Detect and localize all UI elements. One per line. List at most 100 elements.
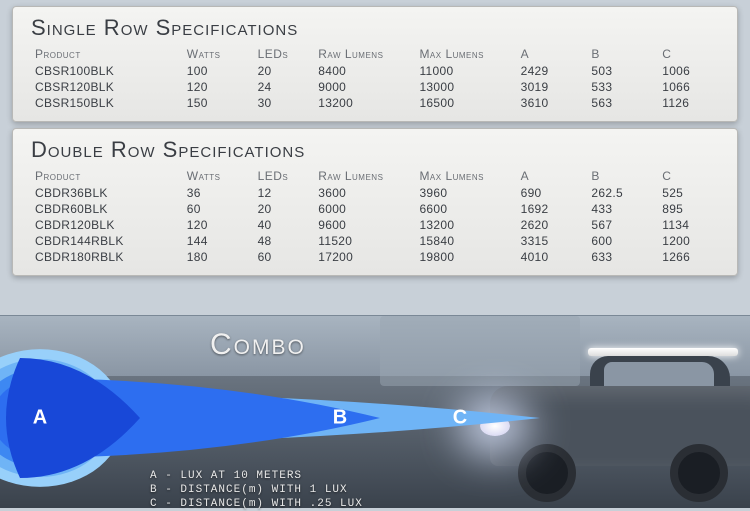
double-row-cell: 690 — [517, 185, 588, 201]
double-row-cell: 3600 — [314, 185, 415, 201]
single-row-cell: 503 — [587, 63, 658, 79]
table-row: CBDR120BLK1204096001320026205671134 — [31, 217, 719, 233]
double-row-cell: 3315 — [517, 233, 588, 249]
double-row-cell: 525 — [658, 185, 719, 201]
double-row-cell: 4010 — [517, 249, 588, 265]
single-row-cell: 13000 — [415, 79, 516, 95]
single-row-cell: 16500 — [415, 95, 516, 111]
legend-line-c: C - DISTANCE(m) WITH .25 LUX — [150, 498, 363, 511]
single-row-cell: 13200 — [314, 95, 415, 111]
double-row-cell: 15840 — [415, 233, 516, 249]
double-row-cell: 40 — [254, 217, 315, 233]
single-row-cell: 11000 — [415, 63, 516, 79]
table-row: CBDR36BLK361236003960690262.5525 — [31, 185, 719, 201]
double-row-cell: CBDR144RBLK — [31, 233, 183, 249]
table-row: CBSR100BLK1002084001100024295031006 — [31, 63, 719, 79]
double-row-cell: 9600 — [314, 217, 415, 233]
double-row-cell: 6000 — [314, 201, 415, 217]
table-row: CBSR150BLK15030132001650036105631126 — [31, 95, 719, 111]
legend-line-b: B - DISTANCE(m) WITH 1 LUX — [150, 484, 363, 498]
double-row-header-2: LEDs — [254, 167, 315, 185]
double-row-cell: 12 — [254, 185, 315, 201]
double-row-cell: 262.5 — [587, 185, 658, 201]
double-row-cell: 2620 — [517, 217, 588, 233]
double-row-cell: 6600 — [415, 201, 516, 217]
double-row-cell: 1134 — [658, 217, 719, 233]
single-row-panel: Single Row Specifications ProductWattsLE… — [12, 6, 738, 122]
single-row-table: ProductWattsLEDsRaw LumensMax LumensABC … — [31, 45, 719, 111]
single-row-cell: 24 — [254, 79, 315, 95]
double-row-cell: CBDR120BLK — [31, 217, 183, 233]
double-row-cell: CBDR180RBLK — [31, 249, 183, 265]
single-row-cell: CBSR100BLK — [31, 63, 183, 79]
double-row-cell: 20 — [254, 201, 315, 217]
table-row: CBDR180RBLK18060172001980040106331266 — [31, 249, 719, 265]
double-row-cell: 895 — [658, 201, 719, 217]
double-row-header-3: Raw Lumens — [314, 167, 415, 185]
double-row-header-5: A — [517, 167, 588, 185]
double-row-cell: 1200 — [658, 233, 719, 249]
double-row-header-0: Product — [31, 167, 183, 185]
single-row-cell: 30 — [254, 95, 315, 111]
double-row-cell: 13200 — [415, 217, 516, 233]
double-row-header-7: C — [658, 167, 719, 185]
single-row-header-3: Raw Lumens — [314, 45, 415, 63]
double-row-cell: 433 — [587, 201, 658, 217]
double-row-cell: 36 — [183, 185, 254, 201]
double-row-cell: 120 — [183, 217, 254, 233]
single-row-cell: 150 — [183, 95, 254, 111]
single-row-cell: 1126 — [658, 95, 719, 111]
single-row-cell: CBSR120BLK — [31, 79, 183, 95]
double-row-cell: CBDR36BLK — [31, 185, 183, 201]
double-row-cell: 144 — [183, 233, 254, 249]
double-row-panel: Double Row Specifications ProductWattsLE… — [12, 128, 738, 276]
table-row: CBDR60BLK6020600066001692433895 — [31, 201, 719, 217]
single-row-cell: 20 — [254, 63, 315, 79]
single-row-cell: 120 — [183, 79, 254, 95]
double-row-cell: 567 — [587, 217, 658, 233]
legend-line-a: A - LUX AT 10 METERS — [150, 470, 363, 484]
single-row-cell: 1066 — [658, 79, 719, 95]
double-row-cell: 1692 — [517, 201, 588, 217]
double-row-cell: 600 — [587, 233, 658, 249]
single-row-cell: 3610 — [517, 95, 588, 111]
double-row-header-6: B — [587, 167, 658, 185]
single-row-cell: 8400 — [314, 63, 415, 79]
double-row-title: Double Row Specifications — [31, 137, 719, 163]
single-row-header-5: A — [517, 45, 588, 63]
single-row-header-0: Product — [31, 45, 183, 63]
beam-label-c: C — [453, 407, 467, 430]
double-row-cell: 633 — [587, 249, 658, 265]
single-row-cell: CBSR150BLK — [31, 95, 183, 111]
single-row-header-7: C — [658, 45, 719, 63]
combo-legend: A - LUX AT 10 METERS B - DISTANCE(m) WIT… — [150, 470, 363, 511]
single-row-cell: 100 — [183, 63, 254, 79]
double-row-cell: 60 — [254, 249, 315, 265]
single-row-header-1: Watts — [183, 45, 254, 63]
beam-label-b: B — [333, 407, 347, 430]
single-row-cell: 563 — [587, 95, 658, 111]
double-row-cell: 17200 — [314, 249, 415, 265]
beam-label-a: A — [33, 407, 47, 430]
double-row-table: ProductWattsLEDsRaw LumensMax LumensABC … — [31, 167, 719, 265]
double-row-cell: 60 — [183, 201, 254, 217]
single-row-header-6: B — [587, 45, 658, 63]
single-row-cell: 9000 — [314, 79, 415, 95]
table-row: CBDR144RBLK14448115201584033156001200 — [31, 233, 719, 249]
single-row-cell: 2429 — [517, 63, 588, 79]
single-row-header-2: LEDs — [254, 45, 315, 63]
double-row-cell: 180 — [183, 249, 254, 265]
combo-diagram: Combo ABC A - LUX AT 10 METERS B - DISTA… — [0, 324, 750, 508]
double-row-cell: 48 — [254, 233, 315, 249]
table-row: CBSR120BLK1202490001300030195331066 — [31, 79, 719, 95]
double-row-cell: 11520 — [314, 233, 415, 249]
double-row-cell: 1266 — [658, 249, 719, 265]
double-row-header-1: Watts — [183, 167, 254, 185]
double-row-cell: 19800 — [415, 249, 516, 265]
double-row-header-4: Max Lumens — [415, 167, 516, 185]
double-row-cell: 3960 — [415, 185, 516, 201]
single-row-cell: 3019 — [517, 79, 588, 95]
single-row-title: Single Row Specifications — [31, 15, 719, 41]
single-row-cell: 533 — [587, 79, 658, 95]
single-row-header-4: Max Lumens — [415, 45, 516, 63]
